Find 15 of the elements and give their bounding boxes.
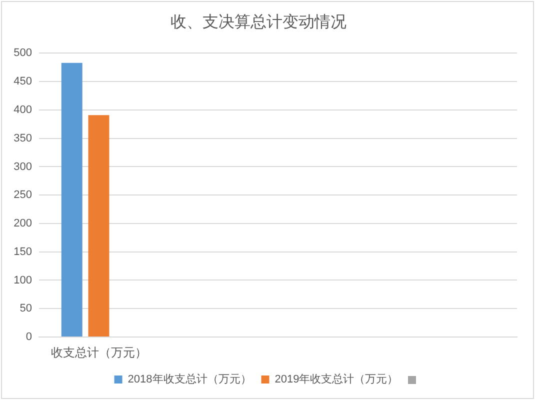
y-tick-label: 100 — [14, 274, 32, 286]
y-tick-label: 150 — [14, 246, 32, 258]
y-tick-label: 400 — [14, 104, 32, 116]
y-tick-label: 350 — [14, 132, 32, 144]
chart-title: 收、支决算总计变动情况 — [170, 13, 346, 32]
y-tick-label: 250 — [14, 189, 32, 202]
y-tick-label: 450 — [14, 76, 32, 88]
legend-label: 2019年收支总计（万元） — [274, 372, 398, 386]
y-tick-label: 500 — [14, 47, 32, 60]
y-tick-label: 300 — [14, 160, 32, 173]
y-tick-label: 0 — [26, 331, 32, 344]
x-tick-label: 收支总计（万元） — [50, 346, 147, 360]
y-tick-label: 200 — [14, 218, 32, 230]
y-tick-label: 50 — [20, 302, 32, 315]
legend-label: 2018年收支总计（万元） — [128, 372, 252, 386]
